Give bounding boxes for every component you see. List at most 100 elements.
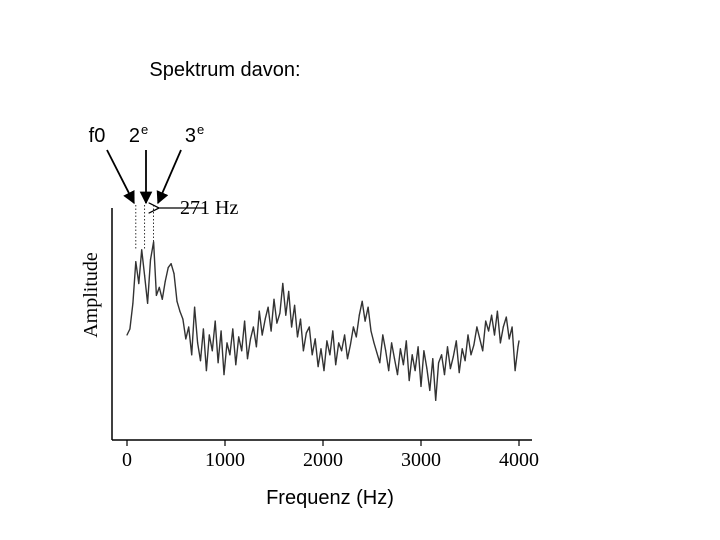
- data-point: [261, 334, 263, 336]
- data-point: [470, 354, 472, 356]
- data-point: [514, 370, 516, 372]
- data-point: [441, 354, 443, 356]
- data-point: [194, 306, 196, 308]
- data-point: [476, 326, 478, 328]
- data-point: [311, 354, 313, 356]
- data-point: [479, 338, 481, 340]
- data-point: [185, 338, 187, 340]
- x-tick-label: 2000: [303, 449, 343, 471]
- harmonic-label-3e-number: 3: [185, 125, 196, 147]
- data-point: [138, 282, 140, 285]
- data-point: [358, 314, 360, 316]
- h3-arrow: [156, 149, 182, 205]
- data-point: [323, 370, 325, 372]
- x-tick-label: 1000: [205, 449, 245, 471]
- harmonic-label-f0: f0: [89, 125, 106, 147]
- data-point: [167, 267, 169, 269]
- data-point: [153, 241, 155, 243]
- data-point: [461, 348, 463, 350]
- data-point: [361, 300, 363, 302]
- data-point: [305, 332, 307, 334]
- data-point: [458, 372, 460, 374]
- data-point: [517, 346, 519, 348]
- data-point: [126, 334, 128, 336]
- data-point: [396, 374, 399, 376]
- data-point: [149, 259, 152, 261]
- data-point: [129, 328, 131, 330]
- data-point: [296, 336, 299, 338]
- x-tick-label: 0: [122, 449, 132, 471]
- data-point: [502, 326, 504, 328]
- x-axis-label: Frequenz (Hz): [266, 487, 394, 509]
- data-point: [258, 310, 260, 312]
- data-point: [273, 298, 275, 300]
- data-point: [270, 330, 272, 332]
- hz-annotation: 271 Hz: [180, 197, 238, 219]
- data-point: [399, 348, 401, 350]
- data-point: [249, 338, 252, 340]
- data-point: [326, 340, 328, 342]
- data-point: [317, 366, 319, 368]
- data-point: [370, 330, 372, 332]
- data-point: [223, 374, 225, 376]
- data-point: [417, 346, 419, 348]
- data-point: [426, 368, 428, 370]
- y-axis-label: Amplitude: [80, 252, 102, 338]
- data-point: [135, 261, 137, 263]
- data-point: [214, 320, 216, 322]
- harmonic-label-2e-number: 2: [129, 125, 140, 147]
- data-point: [291, 326, 293, 328]
- spectrum-line: [126, 241, 520, 401]
- data-point: [388, 370, 390, 372]
- data-point: [179, 310, 181, 312]
- data-point: [308, 326, 310, 328]
- data-point: [226, 342, 228, 344]
- data-point: [164, 280, 166, 283]
- data-point: [408, 379, 410, 382]
- data-point: [329, 354, 331, 356]
- data-point: [402, 364, 404, 366]
- data-point: [235, 364, 237, 366]
- data-point: [299, 318, 302, 320]
- data-point: [391, 342, 393, 344]
- harmonic-label-3e-sup: e: [197, 122, 204, 137]
- data-point: [211, 350, 213, 352]
- data-point: [335, 364, 337, 366]
- data-point: [241, 350, 243, 352]
- data-point: [367, 306, 369, 308]
- data-point: [452, 356, 454, 358]
- data-point: [158, 286, 160, 288]
- data-point: [385, 350, 387, 352]
- data-point: [341, 350, 343, 352]
- data-point: [141, 249, 143, 251]
- harmonic-label-2e-sup: e: [141, 122, 148, 137]
- x-tick-label: 4000: [499, 449, 539, 471]
- data-point: [346, 358, 349, 360]
- data-point: [176, 300, 178, 302]
- data-point: [382, 334, 384, 336]
- data-point: [482, 350, 484, 352]
- data-point: [491, 314, 493, 316]
- data-point: [220, 330, 222, 332]
- data-point: [373, 342, 375, 344]
- data-point: [288, 290, 290, 292]
- data-point: [429, 389, 431, 391]
- data-point: [332, 330, 334, 332]
- data-point: [188, 326, 190, 328]
- data-point: [267, 306, 269, 308]
- data-point: [411, 354, 413, 356]
- data-point: [414, 370, 416, 372]
- data-point: [244, 320, 246, 322]
- data-point: [364, 320, 366, 322]
- data-point: [518, 340, 520, 342]
- data-point: [144, 275, 146, 277]
- data-point: [496, 310, 498, 312]
- data-point: [208, 334, 210, 336]
- data-point: [132, 302, 134, 304]
- harmonic-label-3e: 3 e: [185, 122, 204, 147]
- data-point: [443, 374, 446, 376]
- data-point: [170, 263, 172, 265]
- data-point: [302, 350, 304, 352]
- data-point: [344, 334, 346, 336]
- data-point: [238, 336, 240, 338]
